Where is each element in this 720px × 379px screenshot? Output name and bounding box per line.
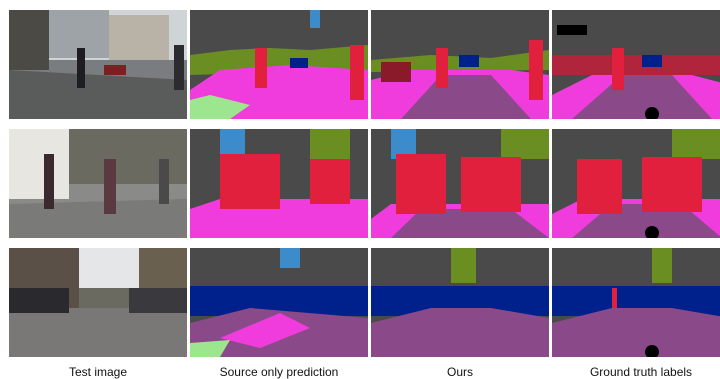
test-image-row-2: [9, 129, 187, 238]
source-only-prediction-row-1: [190, 10, 368, 119]
source-only-prediction-row-2: [190, 129, 368, 238]
test-image-row-1: [9, 10, 187, 119]
caption-source-only-prediction: Source only prediction: [219, 365, 339, 379]
ground-truth-labels-row-3: [552, 248, 720, 357]
ours-prediction-row-1: [371, 10, 549, 119]
source-only-prediction-row-3: [190, 248, 368, 357]
test-image-row-3: [9, 248, 187, 357]
caption-ground-truth-labels: Ground truth labels: [589, 365, 693, 379]
ground-truth-labels-row-1: [552, 10, 720, 119]
ground-truth-labels-row-2: [552, 129, 720, 238]
ours-prediction-row-2: [371, 129, 549, 238]
ours-prediction-row-3: [371, 248, 549, 357]
caption-ours: Ours: [446, 365, 473, 379]
caption-test-image: Test image: [68, 365, 128, 379]
